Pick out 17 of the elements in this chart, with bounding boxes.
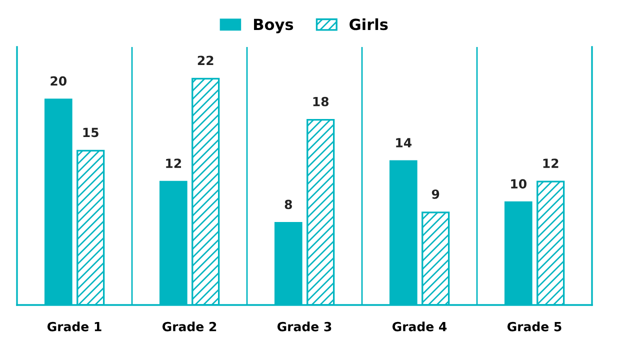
data-label: 12 xyxy=(166,158,182,168)
data-label: 10 xyxy=(511,179,526,189)
data-label: 20 xyxy=(50,76,66,86)
data-label: 14 xyxy=(396,138,412,148)
x-tick-label: Grade 2 xyxy=(162,322,216,332)
data-label: 8 xyxy=(284,200,292,210)
data-label: 12 xyxy=(543,158,558,168)
data-label: 15 xyxy=(83,128,98,138)
data-label: 9 xyxy=(432,189,440,199)
data-label: 22 xyxy=(198,56,214,65)
x-tick-label: Grade 3 xyxy=(277,322,332,332)
x-tick-label: Grade 1 xyxy=(47,322,102,332)
legend-label: Girls xyxy=(350,18,388,30)
x-tick-label: Grade 4 xyxy=(392,322,447,332)
data-label: 18 xyxy=(313,96,329,106)
x-tick-label: Grade 5 xyxy=(507,322,562,332)
legend-label: Boys xyxy=(254,18,294,34)
